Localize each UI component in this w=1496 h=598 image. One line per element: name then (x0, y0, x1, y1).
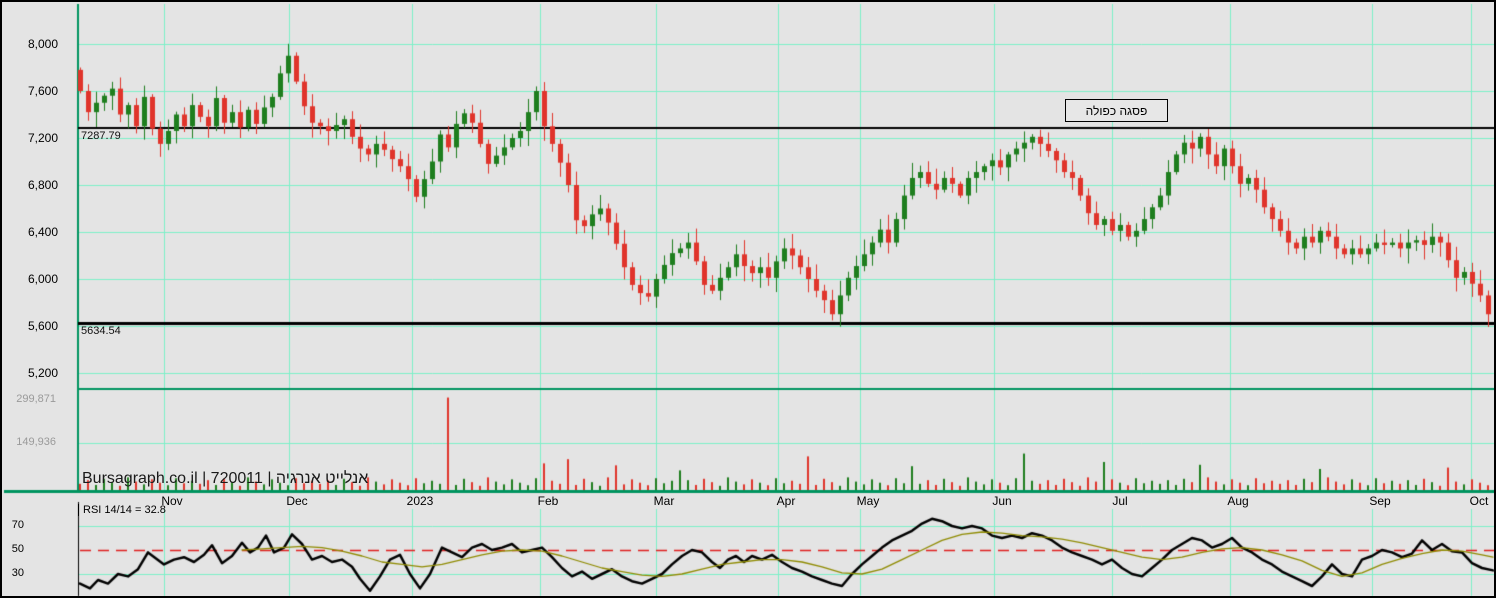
price-axis-label: 5,600 (27, 319, 58, 333)
month-axis-label: Sep (1369, 494, 1391, 508)
rsi-axis-label: 50 (11, 543, 24, 555)
month-axis-label: May (856, 494, 880, 508)
price-axis-label: 6,000 (27, 272, 58, 286)
month-axis-label: Oct (1469, 494, 1489, 508)
price-axis-label: 6,400 (27, 225, 58, 239)
volume-axis-label: 299,871 (16, 393, 56, 405)
volume-axis-label: 149,936 (16, 436, 56, 448)
month-axis-label: Nov (161, 494, 183, 508)
price-axis-label: 6,800 (27, 178, 58, 192)
month-axis-label: Jul (1112, 494, 1128, 508)
price-axis-label: 7,200 (27, 131, 58, 145)
month-axis-label: 2023 (406, 494, 434, 508)
month-axis-label: Dec (286, 494, 308, 508)
month-axis-label: Feb (537, 494, 559, 508)
month-axis-label: Jun (992, 494, 1012, 508)
support-level-label: 5634.54 (81, 325, 121, 337)
month-axis-label: Apr (776, 494, 796, 508)
month-axis-label: Mar (653, 494, 675, 508)
rsi-indicator-title: RSI 14/14 = 32.8 (78, 504, 166, 516)
month-axis-label: Aug (1227, 494, 1249, 508)
rsi-axis-label: 30 (11, 567, 24, 579)
watermark-branding: Bursagraph.co.il | 720011 | אנלייט אנרגי… (82, 470, 369, 487)
rsi-axis-label: 70 (11, 519, 24, 531)
double-top-annotation: פסגה כפולה (1065, 99, 1168, 122)
resistance-level-label: 7287.79 (81, 130, 121, 142)
price-axis-label: 8,000 (27, 37, 58, 51)
double-top-annotation-text: פסגה כפולה (1085, 103, 1148, 118)
price-axis-label: 7,600 (27, 84, 58, 98)
price-axis-label: 5,200 (27, 366, 58, 380)
